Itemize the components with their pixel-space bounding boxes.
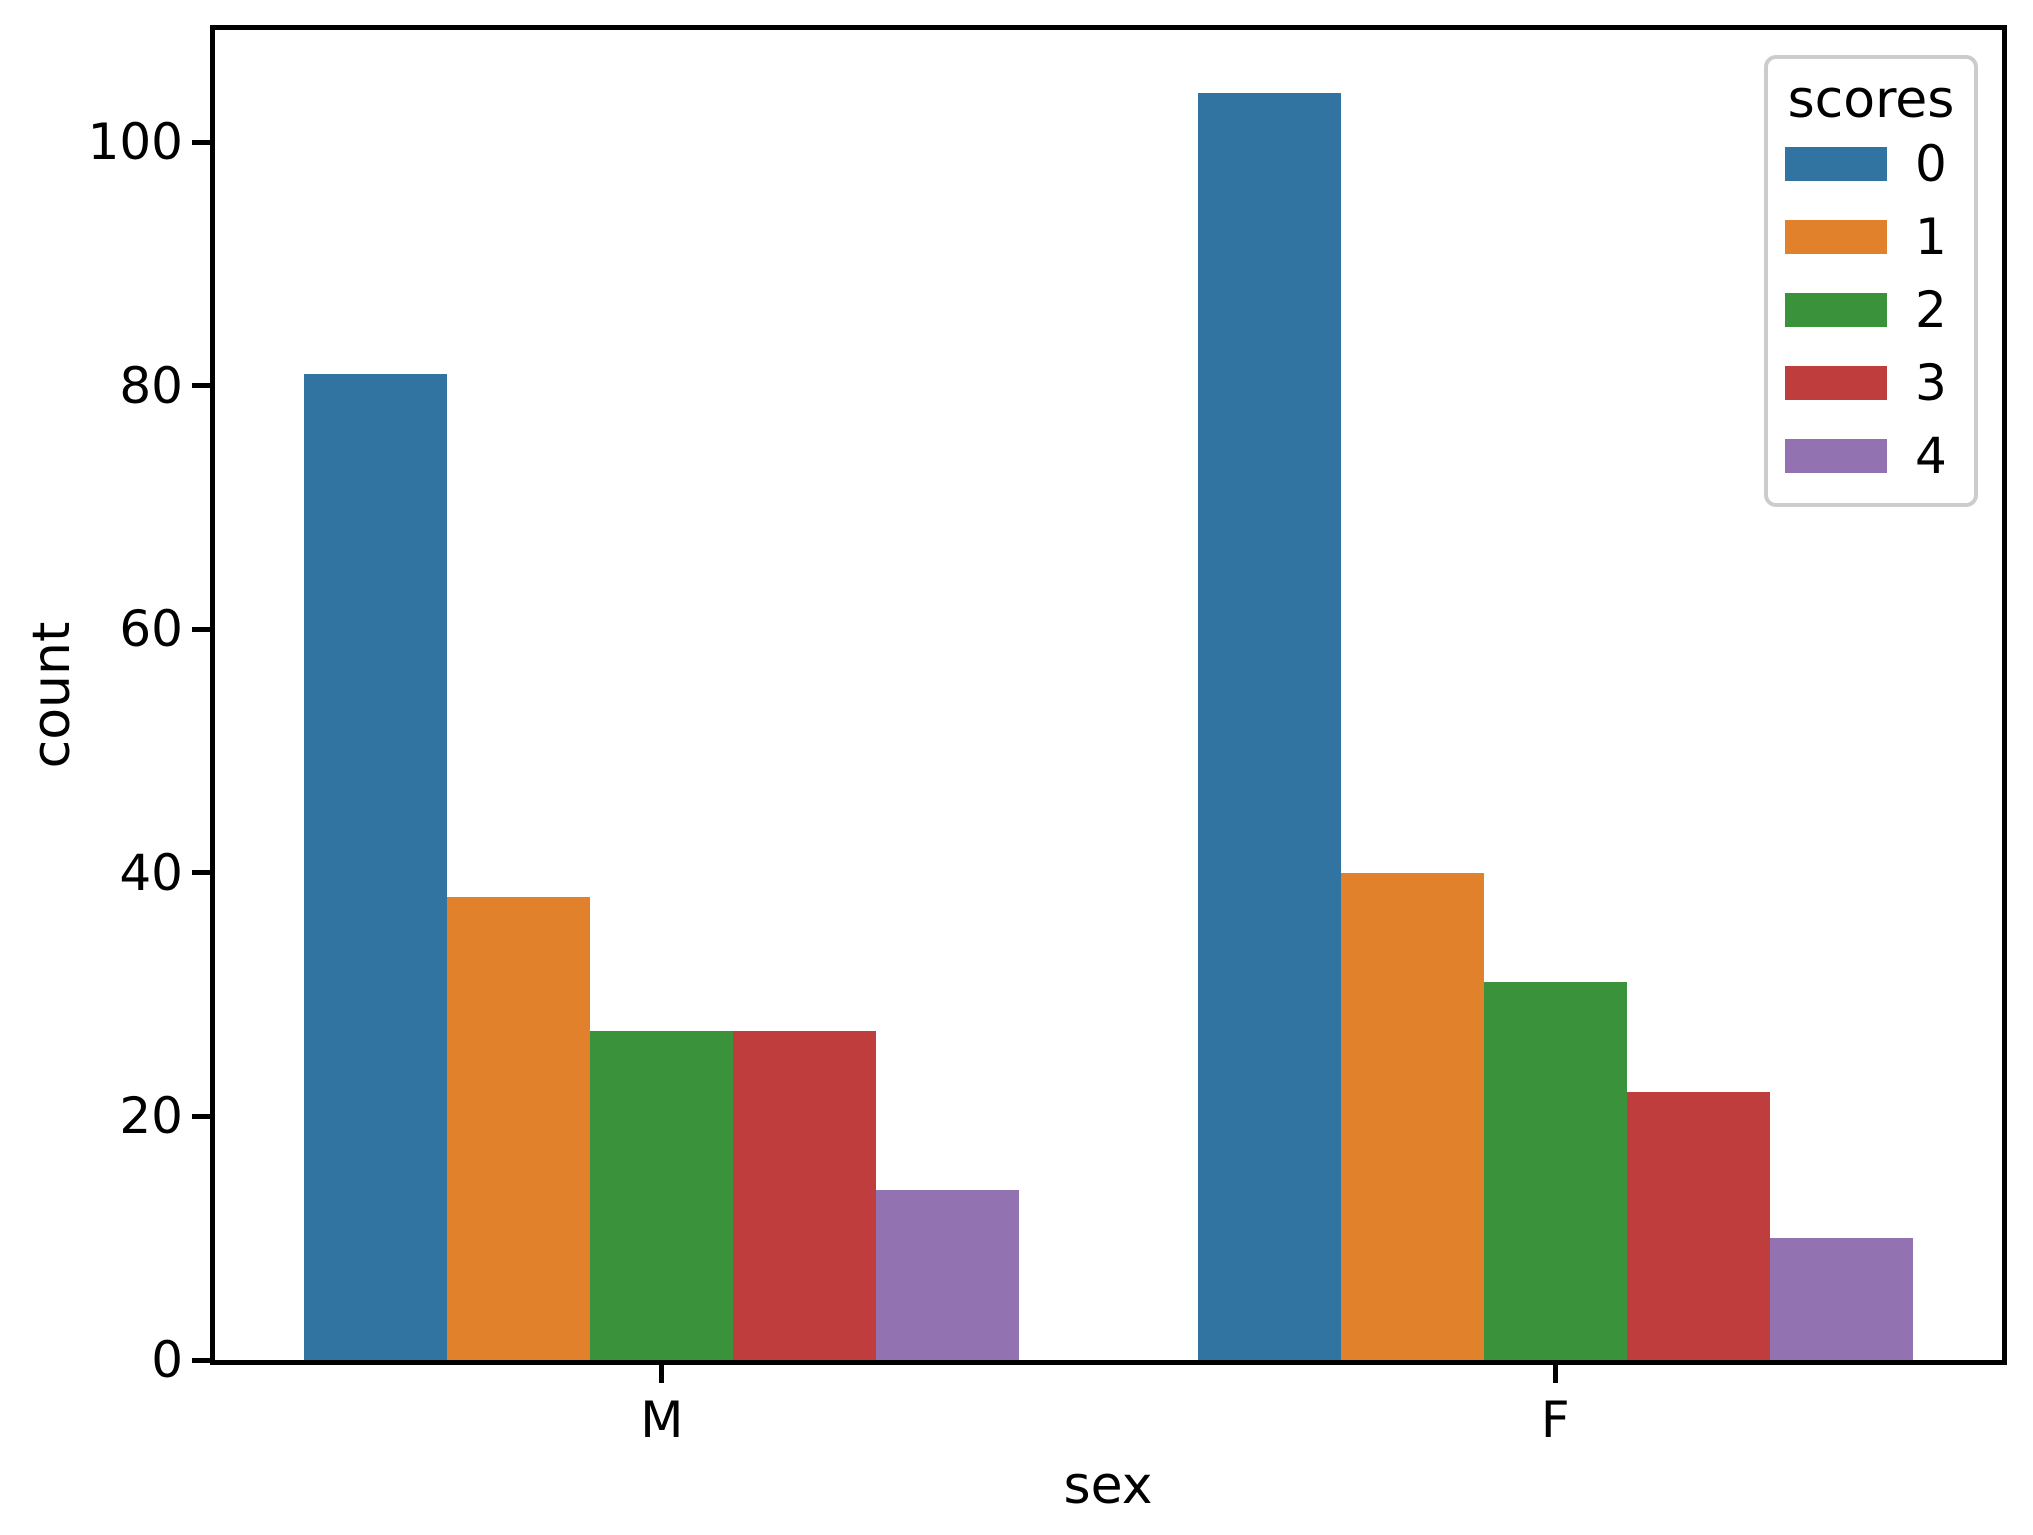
x-tick-label-F: F [1540, 1391, 1570, 1449]
legend-entry-1: 1 [1768, 200, 1974, 273]
bar-M-score-1 [447, 897, 591, 1360]
y-tick-label: 60 [119, 600, 183, 659]
y-tick-label: 20 [119, 1087, 183, 1146]
bar-M-score-2 [590, 1031, 734, 1360]
bar-M-score-3 [733, 1031, 877, 1360]
legend-label-1: 1 [1915, 207, 1947, 266]
axis-spine-left [210, 25, 215, 1365]
legend-label-0: 0 [1915, 134, 1947, 193]
legend-swatch-2 [1785, 292, 1887, 327]
legend-label-4: 4 [1915, 426, 1947, 485]
bar-F-score-4 [1769, 1238, 1913, 1360]
legend-entries: 0 1 2 3 4 [1768, 127, 1974, 492]
plot-area [215, 30, 2002, 1360]
bar-M-score-0 [304, 373, 448, 1360]
y-tick [192, 870, 210, 876]
axis-spine-bottom [210, 1360, 2007, 1365]
legend-entry-3: 3 [1768, 346, 1974, 419]
legend-title: scores [1787, 70, 1955, 130]
y-axis-label: count [22, 621, 82, 769]
y-tick [192, 139, 210, 145]
legend-swatch-3 [1785, 365, 1887, 400]
y-tick-label: 40 [119, 843, 183, 902]
legend-entry-4: 4 [1768, 419, 1974, 492]
y-tick [192, 383, 210, 389]
x-tick [659, 1365, 665, 1383]
y-tick [192, 1357, 210, 1363]
bar-F-score-1 [1340, 872, 1484, 1360]
legend-swatch-0 [1785, 146, 1887, 181]
y-tick-label: 100 [87, 113, 183, 172]
bar-F-score-0 [1197, 93, 1341, 1360]
legend-entry-0: 0 [1768, 127, 1974, 200]
y-tick [192, 626, 210, 632]
x-axis-label: sex [1063, 1456, 1153, 1516]
x-tick-label-M: M [640, 1391, 684, 1449]
bars-layer [215, 30, 2002, 1360]
bar-F-score-3 [1626, 1092, 1770, 1360]
bar-M-score-4 [876, 1189, 1020, 1360]
y-tick [192, 1113, 210, 1119]
y-tick-label: 80 [119, 356, 183, 415]
legend: scores 0 1 2 3 4 [1764, 55, 1978, 507]
axis-spine-right [2002, 25, 2007, 1365]
x-tick [1552, 1365, 1558, 1383]
axis-spine-top [210, 25, 2007, 30]
legend-swatch-4 [1785, 438, 1887, 473]
legend-label-2: 2 [1915, 280, 1947, 339]
y-tick-label: 0 [151, 1331, 183, 1389]
bar-F-score-2 [1483, 982, 1627, 1360]
legend-swatch-1 [1785, 219, 1887, 254]
legend-label-3: 3 [1915, 353, 1947, 412]
legend-entry-2: 2 [1768, 273, 1974, 346]
